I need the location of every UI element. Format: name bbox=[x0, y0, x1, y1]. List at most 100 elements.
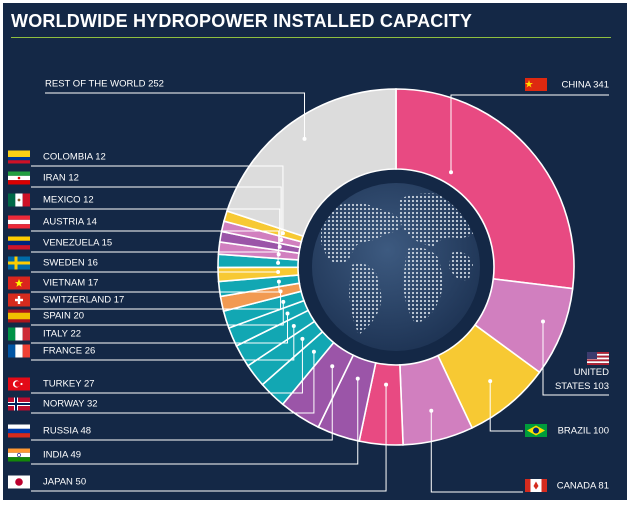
leader-turkey bbox=[31, 338, 303, 394]
flag-colombia-icon bbox=[8, 150, 30, 164]
label-japan: JAPAN 50 bbox=[8, 475, 86, 489]
leader-spain bbox=[31, 301, 284, 326]
leader-iran bbox=[31, 186, 282, 241]
leader-colombia bbox=[31, 165, 284, 234]
flag-italy-icon bbox=[8, 327, 30, 341]
label-iran: IRAN 12 bbox=[8, 171, 79, 185]
label-text-rest-of-the-world: REST OF THE WORLD 252 bbox=[45, 79, 164, 90]
leader-japan bbox=[31, 384, 387, 492]
label-switzerland: SWITZERLAND 17 bbox=[8, 293, 124, 307]
leader-dot-canada bbox=[429, 408, 434, 413]
leader-italy bbox=[31, 313, 289, 344]
label-spain: SPAIN 20 bbox=[8, 309, 84, 323]
leader-india bbox=[31, 378, 359, 465]
label-text-turkey: TURKEY 27 bbox=[43, 379, 95, 390]
label-text-austria: AUSTRIA 14 bbox=[43, 217, 97, 228]
globe-continents-icon bbox=[321, 193, 480, 335]
leader-dot-norway bbox=[311, 349, 316, 354]
leader-dot-sweden bbox=[276, 269, 281, 274]
leader-dot-russia bbox=[330, 364, 335, 369]
label-venezuela: VENEZUELA 15 bbox=[8, 236, 112, 250]
label-text-iran: IRAN 12 bbox=[43, 173, 79, 184]
leader-canada bbox=[430, 410, 523, 493]
leader-dot-china bbox=[449, 170, 453, 175]
label-text-japan: JAPAN 50 bbox=[43, 477, 86, 488]
label-text-norway: NORWAY 32 bbox=[43, 399, 98, 410]
leader-china bbox=[450, 94, 609, 173]
leader-dot-vietnam bbox=[276, 279, 281, 284]
label-canada: CANADA 81 bbox=[525, 479, 609, 492]
flag-iran-icon bbox=[8, 171, 30, 185]
leader-dot-turkey bbox=[300, 336, 305, 341]
leader-dot-united-states bbox=[541, 319, 545, 324]
leader-dot-mexico bbox=[277, 244, 282, 249]
slice-rest-of-the-world bbox=[226, 88, 397, 238]
leader-dot-italy bbox=[285, 311, 290, 316]
label-china: CHINA 341 bbox=[525, 78, 609, 91]
label-india: INDIA 49 bbox=[8, 448, 81, 462]
flag-china-icon bbox=[525, 78, 547, 91]
leader-russia bbox=[31, 366, 333, 441]
leader-lines bbox=[31, 92, 609, 493]
label-brazil: BRAZIL 100 bbox=[525, 424, 609, 437]
leader-dot-colombia bbox=[280, 231, 285, 236]
flag-france-icon bbox=[8, 344, 30, 358]
leader-france bbox=[31, 326, 295, 361]
leader-dot-austria bbox=[276, 252, 281, 257]
label-mexico: MEXICO 12 bbox=[8, 193, 94, 207]
label-france: FRANCE 26 bbox=[8, 344, 95, 358]
label-austria: AUSTRIA 14 bbox=[8, 215, 97, 229]
label-text-india: INDIA 49 bbox=[43, 450, 81, 461]
leader-united-states bbox=[542, 321, 609, 396]
leader-dot-india bbox=[355, 376, 360, 381]
leader-dot-france bbox=[291, 324, 296, 328]
label-text-italy: ITALY 22 bbox=[43, 329, 81, 340]
flag-japan-icon bbox=[8, 475, 30, 489]
flag-switzerland-icon bbox=[8, 293, 30, 307]
flag-spain-icon bbox=[8, 309, 30, 323]
leader-dot-switzerland bbox=[278, 289, 283, 294]
leader-norway bbox=[31, 351, 315, 414]
label-norway: NORWAY 32 bbox=[8, 397, 98, 411]
leader-dot-rest-of-the-world bbox=[302, 136, 307, 141]
leader-vietnam bbox=[31, 281, 280, 293]
flag-united-states-icon bbox=[587, 352, 609, 365]
label-text-brazil: BRAZIL 100 bbox=[558, 426, 609, 437]
label-text-mexico: MEXICO 12 bbox=[43, 195, 94, 206]
flag-canada-icon bbox=[525, 479, 547, 492]
label-sweden: SWEDEN 16 bbox=[8, 256, 98, 270]
flag-russia-icon bbox=[8, 424, 30, 438]
leader-venezuela bbox=[31, 251, 279, 263]
label-text-canada: CANADA 81 bbox=[557, 481, 609, 492]
title-underline bbox=[11, 37, 611, 38]
label-rest-of-the-world: REST OF THE WORLD 252 bbox=[45, 79, 164, 90]
flag-brazil-icon bbox=[525, 424, 547, 437]
leader-dot-iran bbox=[279, 238, 284, 243]
label-text-china: CHINA 341 bbox=[561, 80, 609, 91]
label-text-sweden: SWEDEN 16 bbox=[43, 258, 98, 269]
flag-venezuela-icon bbox=[8, 236, 30, 250]
label-text-switzerland: SWITZERLAND 17 bbox=[43, 295, 124, 306]
leader-mexico bbox=[31, 208, 281, 247]
flag-vietnam-icon bbox=[8, 276, 30, 290]
leader-rest-of-the-world bbox=[45, 92, 306, 139]
label-italy: ITALY 22 bbox=[8, 327, 81, 341]
label-text-france: FRANCE 26 bbox=[43, 346, 95, 357]
flag-norway-icon bbox=[8, 397, 30, 411]
label-text-united-states: UNITED STATES 103 bbox=[555, 367, 609, 392]
label-colombia: COLOMBIA 12 bbox=[8, 150, 106, 164]
flag-mexico-icon bbox=[8, 193, 30, 207]
label-text-spain: SPAIN 20 bbox=[43, 311, 84, 322]
flag-turkey-icon bbox=[8, 377, 30, 391]
label-united-states: UNITED STATES 103 bbox=[555, 352, 609, 392]
flag-austria-icon bbox=[8, 215, 30, 229]
label-turkey: TURKEY 27 bbox=[8, 377, 95, 391]
donut-chart: CHINA 341 UNITED STATES 103 BRAZIL 100 CANAD… bbox=[8, 78, 609, 493]
leader-dot-spain bbox=[281, 299, 286, 304]
leader-dot-brazil bbox=[488, 379, 493, 384]
label-text-vietnam: VIETNAM 17 bbox=[43, 278, 98, 289]
label-text-colombia: COLOMBIA 12 bbox=[43, 152, 106, 163]
leader-dot-japan bbox=[384, 382, 389, 387]
label-text-russia: RUSSIA 48 bbox=[43, 426, 91, 437]
label-text-venezuela: VENEZUELA 15 bbox=[43, 238, 112, 249]
